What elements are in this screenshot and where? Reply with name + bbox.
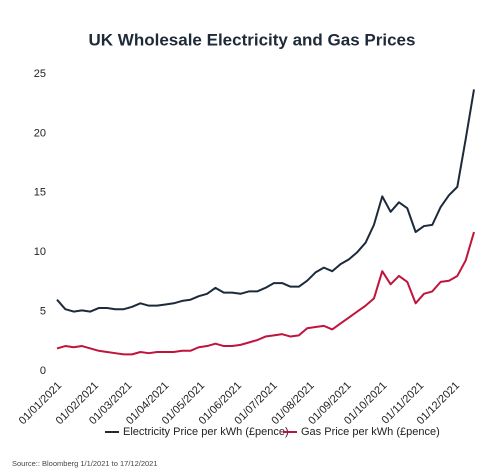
legend-label: Gas Price per kWh (£pence)	[301, 426, 440, 438]
y-tick-label: 0	[40, 365, 46, 377]
y-tick-label: 20	[34, 127, 46, 139]
y-tick-label: 25	[34, 68, 46, 80]
y-tick-label: 10	[34, 246, 46, 258]
series-line	[56, 231, 475, 356]
source-note: Source:: Bloomberg 1/1/2021 to 17/12/202…	[12, 459, 158, 468]
y-tick-label: 5	[40, 306, 46, 318]
series-line	[56, 89, 475, 313]
chart-title: UK Wholesale Electricity and Gas Prices	[89, 30, 416, 49]
legend-label: Electricity Price per kWh (£pence)	[123, 426, 289, 438]
y-tick-label: 15	[34, 187, 46, 199]
